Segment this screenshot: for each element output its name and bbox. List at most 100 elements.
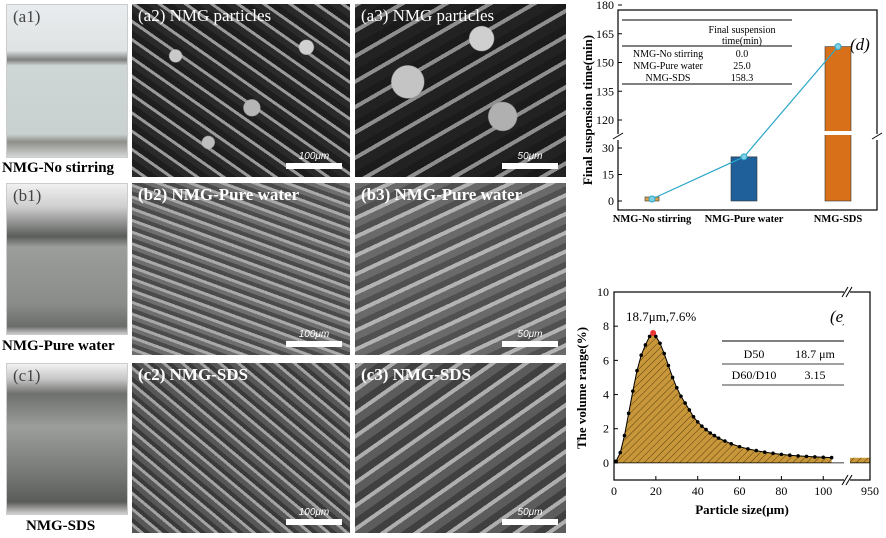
data-point-e (796, 454, 800, 458)
scale-bar-a2: 100μm (286, 151, 342, 169)
sem-image-b3: (b3) NMG-Pure water 50μm (355, 183, 566, 355)
sem-image-a2: (a2) NMG particles 100μm (132, 4, 350, 177)
x-tick-label-e: 40 (692, 484, 704, 498)
panel-label-d: (d) (850, 35, 870, 54)
y-axis-label-d: Final suspension time(min) (580, 35, 595, 185)
peak-point-e (650, 330, 657, 337)
data-point-e (708, 431, 713, 435)
data-point-e (723, 439, 727, 443)
y-tick-label-e: 6 (603, 353, 609, 367)
data-point-e (729, 441, 733, 446)
data-point-d (740, 153, 748, 161)
peak-label-e: 18.7μm,7.6% (626, 309, 696, 324)
data-point-e (829, 455, 834, 460)
sem-image-a3: (a3) NMG particles 50μm (355, 4, 566, 177)
panel-label-a1: (a1) (13, 7, 41, 26)
table-header-d: Final suspension (709, 25, 776, 36)
scale-bar-c3: 50μm (502, 507, 558, 525)
data-point-e (674, 385, 679, 390)
volume-area-tail-e (850, 457, 870, 463)
table-row-value-d: 0.0 (736, 49, 749, 60)
x-tick-label-d: NMG-Pure water (705, 214, 784, 225)
data-point-d (834, 43, 842, 51)
data-point-e (626, 411, 631, 416)
data-point-e (643, 343, 648, 347)
y-tick-label-d: 120 (596, 113, 614, 127)
panel-label-a2: (a2) NMG particles (138, 6, 272, 25)
table-row-name-d: NMG-SDS (645, 73, 690, 84)
table-row-value-e: 3.15 (805, 368, 826, 382)
sem-image-b2: (b2) NMG-Pure water 100μm (132, 183, 350, 355)
table-header-d: time(min) (722, 36, 762, 47)
data-point-e (639, 353, 644, 358)
sem-image-c2: (c2) NMG-SDS 100μm (132, 363, 350, 533)
axis-break-d (614, 134, 881, 140)
scale-bar-b3: 50μm (502, 329, 558, 347)
data-point-e (618, 450, 623, 455)
data-point-e (813, 455, 817, 459)
panel-label-c3: (c3) NMG-SDS (361, 365, 472, 384)
data-point-e (712, 433, 717, 438)
plot-frame-e (613, 291, 871, 481)
y-tick-label-d: 135 (596, 84, 614, 98)
x-tick-label-e: 20 (650, 484, 662, 498)
data-point-e (804, 454, 809, 459)
y-tick-label-e: 4 (603, 388, 609, 402)
axis-break-mark-e (845, 474, 853, 486)
data-point-e (737, 444, 742, 449)
table-row-name-e: D50 (744, 347, 765, 361)
panel-label-b1: (b1) (13, 186, 42, 205)
y-tick-label-e: 10 (597, 285, 609, 299)
panel-label-b3: (b3) NMG-Pure water (361, 185, 523, 204)
scale-bar-a3: 50μm (502, 151, 558, 169)
beaker-photo-a1: (a1) (6, 4, 128, 158)
suspension-time-chart: Final suspension time(min) (d) 0 15 30 120 1… (580, 0, 883, 225)
table-row-name-d: NMG-No stirring (633, 49, 703, 60)
plot-frame-d (617, 9, 878, 211)
axis-break-e (844, 290, 850, 482)
data-point-e (691, 414, 696, 419)
x-tick-label-d: NMG-No stirring (613, 214, 692, 225)
data-point-e (821, 455, 826, 460)
x-tick-label-e: 80 (775, 484, 787, 498)
data-point-e (746, 447, 750, 451)
volume-area-e (616, 333, 832, 463)
data-point-e (635, 368, 639, 373)
y-tick-label-d: 150 (596, 56, 614, 70)
data-point-e (614, 459, 618, 463)
beaker-photo-b1: (b1) (6, 183, 128, 335)
bar-d (824, 46, 852, 202)
data-point-e (683, 401, 687, 405)
data-point-e (700, 424, 704, 428)
data-point-e (779, 452, 784, 457)
table-row-name-e: D60/D10 (732, 368, 777, 382)
caption-no-stirring: NMG-No stirring (2, 160, 115, 176)
data-point-e (716, 436, 721, 440)
particle-size-chart: The volume range(%) Particle size(μm) (e… (574, 285, 879, 517)
table-row-value-d: 158.3 (731, 73, 754, 84)
x-tick-label-d: NMG-SDS (814, 214, 863, 225)
scale-bar-b2: 100μm (286, 329, 342, 347)
data-point-e (654, 334, 658, 339)
panel-label-c2: (c2) NMG-SDS (138, 365, 249, 384)
data-point-d (648, 195, 656, 203)
data-point-e (666, 363, 671, 368)
axis-break-mark-e (845, 286, 853, 298)
data-point-e (695, 420, 700, 424)
axis-break-mark-d (612, 132, 624, 140)
y-tick-label-d: 180 (596, 0, 614, 12)
x-tick-label-e: 0 (611, 484, 617, 498)
x-tick-label-e: 100 (814, 484, 832, 498)
data-point-e (670, 375, 675, 380)
y-axis-label-e: The volume range(%) (574, 327, 589, 449)
y-tick-label-d: 30 (602, 141, 614, 155)
y-tick-label-d: 15 (602, 168, 614, 182)
axis-break-mark-e (841, 286, 849, 298)
bar-break-d (824, 131, 852, 135)
sem-image-c3: (c3) NMG-SDS 50μm (355, 363, 566, 533)
x-tick-label-e: 950 (861, 484, 879, 498)
y-tick-label-d: 0 (608, 194, 614, 208)
caption-pure-water: NMG-Pure water (2, 338, 115, 354)
y-tick-label-e: 8 (603, 319, 609, 333)
y-tick-label-e: 2 (603, 422, 609, 436)
